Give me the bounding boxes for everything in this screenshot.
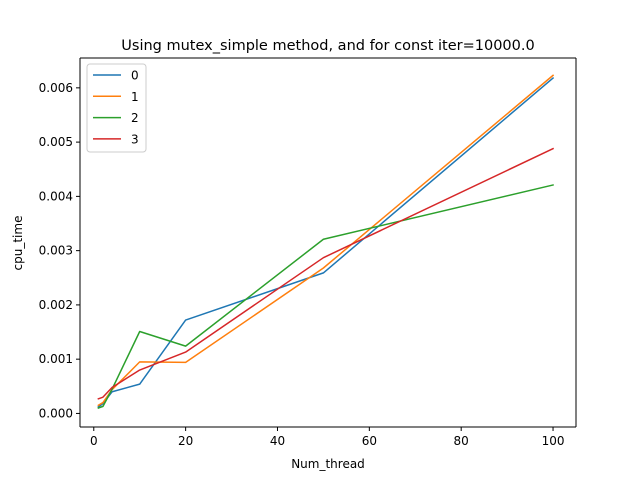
y-axis-ticks: 0.000 0.001 0.002 0.003 0.004 0.005 0.006 [39,81,80,420]
series-layer [97,74,555,409]
legend-label: 1 [131,90,139,104]
legend-label: 2 [131,111,139,125]
y-tick-label: 0.002 [39,298,73,312]
x-tick-label: 80 [454,434,469,448]
chart-title: Using mutex_simple method, and for const… [121,38,534,54]
y-tick-label: 0.001 [39,352,73,366]
y-tick-label: 0.006 [39,81,73,95]
y-tick-label: 0.005 [39,135,73,149]
x-axis-ticks: 0 20 40 60 80 100 [90,427,565,448]
series-line-1 [97,74,555,407]
legend-label: 3 [131,132,139,146]
plot-frame [79,57,577,428]
series-line-0 [97,77,555,408]
x-axis-title: Num_thread [291,457,365,471]
x-tick-label: 0 [90,434,98,448]
legend: 0 1 2 3 [86,63,147,153]
legend-box [86,63,147,153]
y-axis-title: cpu_time [11,216,25,271]
x-tick-label: 40 [270,434,285,448]
y-tick-label: 0.003 [39,244,73,258]
legend-label: 0 [131,69,139,83]
x-tick-label: 60 [362,434,377,448]
y-tick-label: 0.000 [39,406,73,420]
series-line-3 [97,147,555,400]
y-tick-label: 0.004 [39,189,73,203]
x-tick-label: 100 [542,434,565,448]
series-line-2 [97,184,554,409]
plot-area [80,58,576,427]
x-tick-label: 20 [178,434,193,448]
